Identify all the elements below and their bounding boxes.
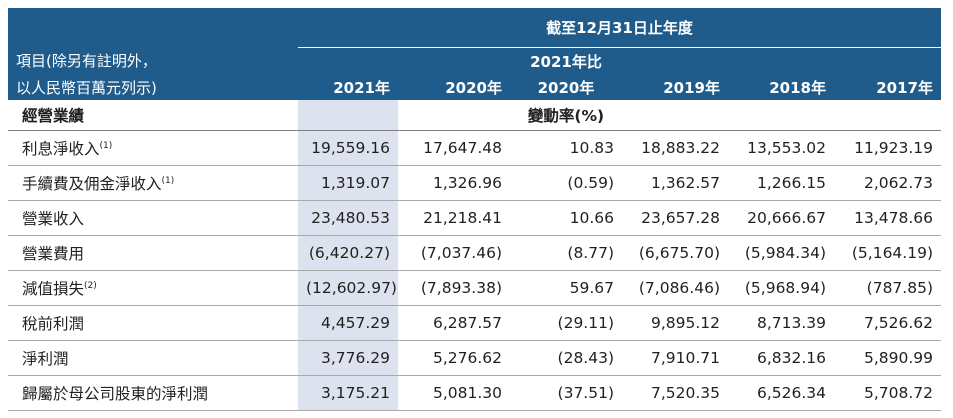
- value-2020: (7,893.38): [398, 270, 510, 306]
- row-label-text: 稅前利潤: [22, 315, 85, 333]
- value-change: 10.83: [510, 130, 622, 166]
- value-2019: 23,657.28: [622, 200, 728, 236]
- value-2019: 9,895.12: [622, 305, 728, 341]
- footnote-marker: (1): [161, 175, 175, 186]
- value-2017: 11,923.19: [834, 130, 941, 166]
- value-change: 59.67: [510, 270, 622, 306]
- row-label: 減值損失(2): [8, 270, 298, 306]
- value-change: (8.77): [510, 235, 622, 271]
- value-2021: 19,559.16: [298, 130, 398, 166]
- value-2020: 6,287.57: [398, 305, 510, 341]
- column-header-2018: 2018年: [728, 74, 834, 100]
- row-label-text: 歸屬於母公司股東的淨利潤: [22, 385, 209, 403]
- change-unit-label: 變動率(%): [510, 100, 622, 131]
- value-2019: 18,883.22: [622, 130, 728, 166]
- value-2021: 4,457.29: [298, 305, 398, 341]
- column-header-2021: 2021年: [298, 74, 398, 100]
- table-row: 淨利潤 3,776.29 5,276.62 (28.43) 7,910.71 6,832.…: [8, 340, 941, 376]
- row-label-text: 營業收入: [22, 210, 85, 228]
- value-2019: (6,675.70): [622, 235, 728, 271]
- row-label: 歸屬於母公司股東的淨利潤: [8, 375, 298, 411]
- value-2017: 5,708.72: [834, 375, 941, 411]
- value-change: (37.51): [510, 375, 622, 411]
- value-2018: 8,713.39: [728, 305, 834, 341]
- row-label: 稅前利潤: [8, 305, 298, 341]
- value-2018: (5,984.34): [728, 235, 834, 271]
- change-header-top: 2021年比: [510, 47, 622, 74]
- table-row: 稅前利潤 4,457.29 6,287.57 (29.11) 9,895.12 8,713…: [8, 305, 941, 341]
- table-row: 營業費用 (6,420.27) (7,037.46) (8.77) (6,675.70)…: [8, 235, 941, 271]
- column-header-change: 2020年: [510, 74, 622, 100]
- period-header: 截至12月31日止年度: [298, 8, 941, 48]
- value-2021: 3,776.29: [298, 340, 398, 376]
- row-label: 營業費用: [8, 235, 298, 271]
- value-change: 10.66: [510, 200, 622, 236]
- value-2019: 1,362.57: [622, 165, 728, 201]
- row-label: 營業收入: [8, 200, 298, 236]
- row-label-text: 減值損失: [22, 280, 85, 298]
- table-row: 減值損失(2) (12,602.97) (7,893.38) 59.67 (7,086.…: [8, 270, 941, 306]
- value-2017: (5,164.19): [834, 235, 941, 271]
- value-2017: 2,062.73: [834, 165, 941, 201]
- value-2017: 7,526.62: [834, 305, 941, 341]
- value-change: (29.11): [510, 305, 622, 341]
- value-2019: (7,086.46): [622, 270, 728, 306]
- column-header-2019: 2019年: [622, 74, 728, 100]
- value-2021: 3,175.21: [298, 375, 398, 411]
- value-change: (0.59): [510, 165, 622, 201]
- value-2020: 5,276.62: [398, 340, 510, 376]
- value-change: (28.43): [510, 340, 622, 376]
- table-body: 經營業績 變動率(%) 利息淨收入(1) 19,559.16 17,647.48 10…: [8, 100, 941, 411]
- financial-summary-table: 截至12月31日止年度 項目(除另有註明外， 2021年比 以人民幣百萬元列示)…: [8, 8, 941, 411]
- row-label: 手續費及佣金淨收入(1): [8, 165, 298, 201]
- table-row: 歸屬於母公司股東的淨利潤 3,175.21 5,081.30 (37.51) 7,520…: [8, 375, 941, 411]
- section-row: 經營業績 變動率(%): [8, 100, 941, 131]
- value-2021: (12,602.97): [298, 270, 398, 306]
- row-label-text: 利息淨收入: [22, 140, 100, 158]
- table-row: 手續費及佣金淨收入(1) 1,319.07 1,326.96 (0.59) 1,362.…: [8, 165, 941, 201]
- value-2021: 23,480.53: [298, 200, 398, 236]
- table-header: 截至12月31日止年度 項目(除另有註明外， 2021年比 以人民幣百萬元列示)…: [8, 8, 941, 100]
- value-2020: 17,647.48: [398, 130, 510, 166]
- value-2018: 13,553.02: [728, 130, 834, 166]
- value-2019: 7,910.71: [622, 340, 728, 376]
- value-2018: (5,968.94): [728, 270, 834, 306]
- value-2018: 1,266.15: [728, 165, 834, 201]
- row-label-text: 營業費用: [22, 245, 85, 263]
- value-2017: 5,890.99: [834, 340, 941, 376]
- row-label: 淨利潤: [8, 340, 298, 376]
- footnote-marker: (2): [84, 280, 97, 291]
- value-2021: 1,319.07: [298, 165, 398, 201]
- value-2017: (787.85): [834, 270, 941, 306]
- table-row: 營業收入 23,480.53 21,218.41 10.66 23,657.28 20,6…: [8, 200, 941, 236]
- value-2020: 1,326.96: [398, 165, 510, 201]
- value-2018: 6,832.16: [728, 340, 834, 376]
- value-2018: 6,526.34: [728, 375, 834, 411]
- item-label-line1: 項目(除另有註明外，: [8, 47, 298, 74]
- value-2020: (7,037.46): [398, 235, 510, 271]
- column-header-2020: 2020年: [398, 74, 510, 100]
- header-blank-cell: [8, 8, 298, 48]
- value-2021: (6,420.27): [298, 235, 398, 271]
- value-2019: 7,520.35: [622, 375, 728, 411]
- row-label-text: 手續費及佣金淨收入: [22, 175, 162, 193]
- row-label: 利息淨收入(1): [8, 130, 298, 166]
- value-2017: 13,478.66: [834, 200, 941, 236]
- section-title: 經營業績: [8, 100, 298, 131]
- table-row: 利息淨收入(1) 19,559.16 17,647.48 10.83 18,883.22…: [8, 130, 941, 166]
- value-2020: 5,081.30: [398, 375, 510, 411]
- value-2018: 20,666.67: [728, 200, 834, 236]
- footnote-marker: (1): [99, 140, 113, 151]
- value-2020: 21,218.41: [398, 200, 510, 236]
- row-label-text: 淨利潤: [22, 350, 69, 368]
- column-header-2017: 2017年: [834, 74, 941, 100]
- item-label-line2: 以人民幣百萬元列示): [8, 74, 298, 100]
